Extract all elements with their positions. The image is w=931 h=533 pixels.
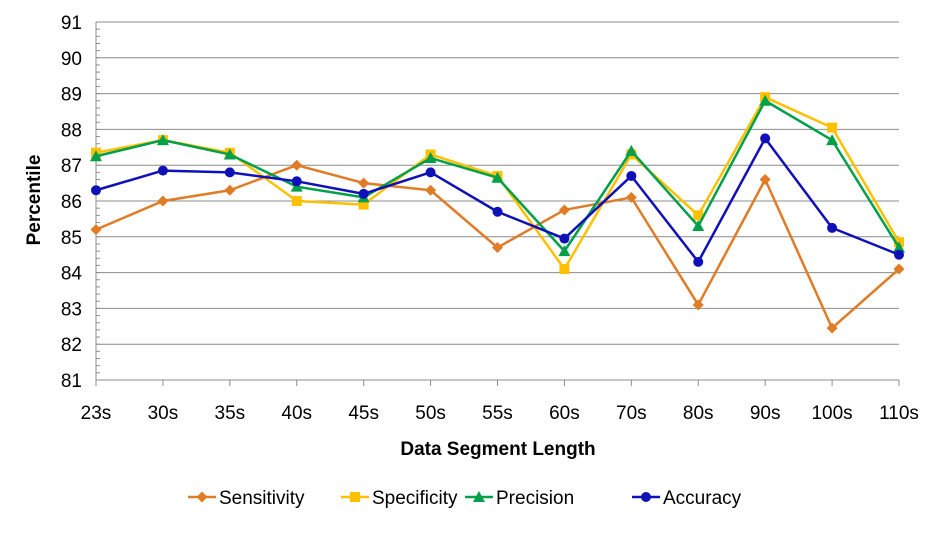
series-accuracy — [91, 133, 904, 267]
accuracy-point — [894, 249, 904, 260]
legend-marker-precision — [473, 491, 485, 502]
series-sensitivity — [90, 159, 905, 334]
sensitivity-point — [425, 184, 437, 196]
gridlines — [96, 21, 899, 381]
x-tick-label: 23s — [81, 403, 112, 424]
sensitivity-point — [492, 242, 503, 254]
legend-label-specificity: Specificity — [372, 488, 458, 509]
y-tick-label: 81 — [61, 371, 82, 392]
y-tick-label: 89 — [61, 85, 82, 106]
sensitivity-point — [90, 224, 102, 236]
accuracy-point — [827, 222, 838, 233]
precision-point — [692, 220, 705, 232]
accuracy-point — [559, 233, 570, 244]
y-tick-label: 86 — [61, 192, 82, 213]
specificity-point — [827, 122, 838, 133]
precision-point — [424, 152, 437, 164]
y-tick-label: 85 — [61, 228, 82, 249]
accuracy-point — [157, 165, 168, 176]
precision-point — [759, 94, 772, 106]
legend-item-specificity: Specificity — [341, 488, 458, 509]
sensitivity-point — [893, 263, 905, 275]
series-precision — [90, 94, 905, 257]
sensitivity-point — [625, 191, 637, 203]
accuracy-point — [224, 167, 235, 178]
axes — [95, 22, 900, 386]
x-tick-label: 45s — [348, 403, 379, 424]
x-tick-label: 70s — [616, 403, 647, 424]
precision-point — [893, 241, 905, 253]
x-tick-label: 80s — [683, 403, 714, 424]
y-tick-label: 91 — [61, 13, 82, 34]
accuracy-point — [425, 167, 436, 178]
sensitivity-point — [291, 159, 303, 171]
legend-marker-sensitivity — [196, 491, 208, 503]
precision-point — [625, 144, 638, 156]
sensitivity-point — [224, 184, 236, 196]
series-group — [90, 92, 905, 334]
y-axis-title: Percentile — [24, 155, 45, 246]
legend-item-sensitivity: Sensitivity — [188, 488, 305, 509]
y-tick-label: 84 — [61, 264, 83, 285]
x-tick-label: 60s — [549, 403, 580, 424]
specificity-point — [291, 196, 302, 206]
specificity-point — [693, 210, 704, 221]
precision-point — [90, 150, 102, 162]
x-tick-labels: 23s 30s 35s 40s 45s 50s 55s 60s 70s 80s 90s 100s 110… — [81, 403, 919, 424]
x-tick-label: 110s — [879, 403, 919, 424]
x-tick-label: 100s — [811, 403, 852, 424]
legend: Sensitivity Specificity Precision Accuracy — [188, 488, 742, 509]
y-tick-labels: 81 82 83 84 85 86 87 88 89 90 91 — [61, 13, 83, 392]
y-tick-label: 83 — [61, 299, 82, 320]
accuracy-point — [358, 188, 369, 199]
precision-point — [558, 245, 571, 257]
legend-label-accuracy: Accuracy — [663, 488, 742, 509]
legend-marker-accuracy — [641, 492, 651, 502]
sensitivity-point — [759, 174, 771, 186]
legend-label-precision: Precision — [496, 488, 574, 509]
x-tick-label: 40s — [281, 403, 312, 424]
x-tick-label: 90s — [750, 403, 781, 424]
x-tick-label: 50s — [415, 403, 446, 424]
accuracy-point — [760, 133, 771, 144]
precision-point — [491, 171, 504, 183]
x-tick-label: 30s — [148, 403, 179, 424]
y-tick-label: 90 — [61, 49, 82, 70]
y-tick-label: 82 — [61, 335, 82, 356]
x-tick-label: 55s — [482, 403, 513, 424]
precision-point — [156, 134, 169, 146]
legend-item-precision: Precision — [465, 488, 574, 509]
y-tick-label: 87 — [61, 156, 82, 177]
specificity-point — [559, 264, 570, 275]
accuracy-point — [693, 256, 704, 267]
accuracy-point — [492, 206, 503, 217]
accuracy-point — [291, 176, 302, 187]
sensitivity-point — [826, 322, 838, 334]
sensitivity-point — [358, 177, 370, 189]
sensitivity-point — [558, 204, 570, 216]
accuracy-point — [626, 170, 637, 181]
x-axis-title: Data Segment Length — [400, 439, 595, 460]
sensitivity-point — [692, 299, 704, 311]
legend-item-accuracy: Accuracy — [632, 488, 742, 509]
specificity-point — [358, 199, 369, 210]
legend-label-sensitivity: Sensitivity — [219, 488, 305, 509]
legend-marker-specificity — [350, 492, 360, 502]
sensitivity-point — [157, 195, 169, 207]
precision-point — [223, 148, 236, 160]
precision-point — [826, 134, 839, 146]
accuracy-point — [91, 185, 101, 196]
x-tick-label: 35s — [215, 403, 246, 424]
y-tick-label: 88 — [61, 120, 82, 141]
